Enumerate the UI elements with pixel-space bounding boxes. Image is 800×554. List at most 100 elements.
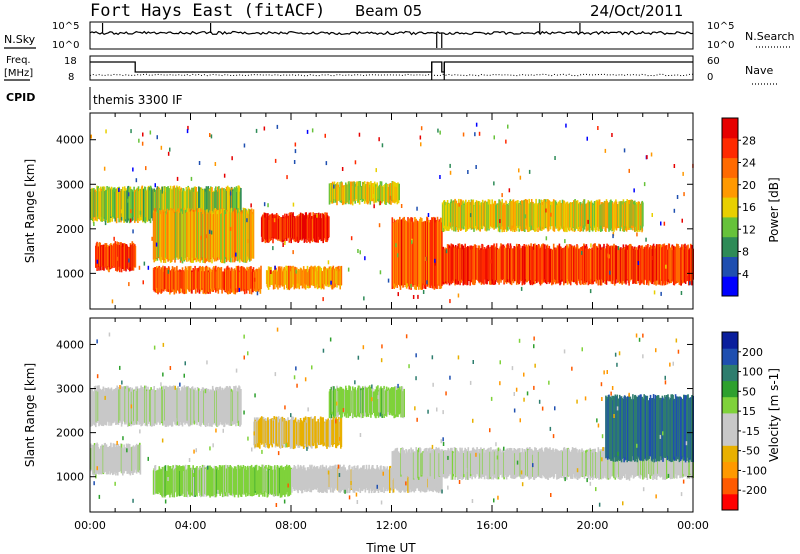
power-scatter-cell [149,130,152,135]
velocity-scatter-cell [436,468,438,473]
velocity-scatter-cell [342,408,345,412]
velocity-scatter-cell [550,493,552,497]
power-scatter-cell [597,126,599,130]
velocity-colorbar-tick-label: -100 [742,464,767,477]
power-colorbar-tick-label: 20 [742,179,756,192]
power-scatter-cell [357,249,359,253]
velocity-scatter-cell [222,428,224,433]
velocity-scatter-cell [606,370,608,374]
power-scatter-cell [127,198,129,203]
power-scatter-cell [412,295,415,299]
power-scatter-cell [273,218,276,223]
power-scatter-cell [135,178,138,183]
velocity-scatter-cell [602,447,604,451]
power-colorbar-tick-label: 8 [742,246,749,259]
velocity-scatter-cell [327,470,330,475]
velocity-scatter-cell [496,455,499,460]
power-scatter-cell [151,236,153,241]
power-scatter-cell [142,132,144,137]
power-scatter-cell [493,181,495,186]
power-band-9-cell [642,202,644,227]
power-scatter-cell [160,145,163,150]
velocity-scatter-cell [677,349,680,354]
velocity-scatter-cell [104,395,106,400]
velocity-scatter-cell [669,362,671,367]
velocity-scatter-cell [576,468,579,473]
velocity-scatter-cell [631,440,633,445]
power-scatter-cell [142,280,144,285]
velocity-scatter-cell [336,401,338,406]
velocity-scatter-cell [380,358,383,363]
power-scatter-cell [286,175,288,180]
noise-sky-trace [89,30,694,36]
velocity-scatter-cell [581,347,583,352]
power-scatter-cell [130,129,132,134]
velocity-scatter-cell [518,338,521,343]
power-scatter-cell [128,192,130,197]
power-scatter-cell [422,290,425,294]
velocity-heatmap [90,327,694,507]
velocity-scatter-cell [371,397,373,402]
velocity-scatter-cell [611,386,614,390]
velocity-colorbar-swatch [722,396,738,414]
power-scatter-cell [292,202,295,207]
velocity-scatter-cell [416,417,418,422]
power-scatter-cell [554,156,556,160]
noise-panel: N.Sky 10^5 10^0 10^5 10^0 N.Search [4,21,795,51]
velocity-scatter-cell [655,348,657,353]
power-scatter-cell [501,193,503,198]
velocity-colorbar-tick-label: -50 [742,445,760,458]
nsearch-label: N.Search [745,30,795,43]
velocity-scatter-cell [519,418,521,423]
velocity-scatter-cell [584,396,587,401]
power-scatter-cell [490,259,492,264]
power-scatter-cell [214,162,217,166]
power-scatter-cell [169,147,171,152]
velocity-scatter-cell [153,345,156,350]
velocity-scatter-cell [335,419,337,424]
power-scatter-cell [469,213,472,218]
power-scatter-cell [208,229,211,234]
power-scatter-cell [147,265,150,270]
velocity-xtick-label: 04:00 [175,519,207,532]
power-scatter-cell [243,143,246,148]
velocity-scatter-cell [469,380,472,385]
velocity-scatter-cell [516,460,519,465]
velocity-scatter-cell [114,481,116,486]
power-scatter-cell [478,131,481,136]
power-scatter-cell [247,239,249,244]
power-ytick-label: 3000 [56,178,84,191]
power-scatter-cell [294,142,297,147]
velocity-scatter-cell [563,349,566,354]
power-colorbar-swatch [722,236,738,257]
velocity-scatter-cell [442,442,445,446]
power-scatter-cell [113,236,115,241]
velocity-scatter-cell [503,446,505,451]
power-scatter-cell [607,253,609,258]
power-scatter-cell [673,208,676,213]
velocity-scatter-cell [541,406,544,411]
velocity-scatter-cell [493,498,495,503]
power-scatter-cell [557,201,560,206]
velocity-scatter-cell [133,421,135,426]
power-colorbar-swatch [722,197,738,218]
velocity-scatter-cell [339,436,341,441]
power-scatter-cell [416,206,418,211]
power-scatter-cell [118,188,120,192]
power-scatter-cell [274,158,277,163]
velocity-scatter-cell [356,500,359,504]
velocity-colorbar-swatch [722,493,738,511]
velocity-scatter-cell [490,396,493,401]
power-scatter-cell [292,250,294,255]
nave-label: Nave [745,64,773,77]
velocity-scatter-cell [130,404,133,409]
velocity-scatter-cell [436,407,438,412]
power-scatter-cell [467,170,469,174]
velocity-scatter-cell [277,451,280,456]
velocity-scatter-cell [206,360,208,365]
power-scatter-cell [324,133,326,138]
freq-label-1: Freq. [6,55,31,66]
power-scatter-cell [284,241,286,245]
velocity-scatter-cell [601,457,603,462]
velocity-scatter-cell [589,481,592,486]
